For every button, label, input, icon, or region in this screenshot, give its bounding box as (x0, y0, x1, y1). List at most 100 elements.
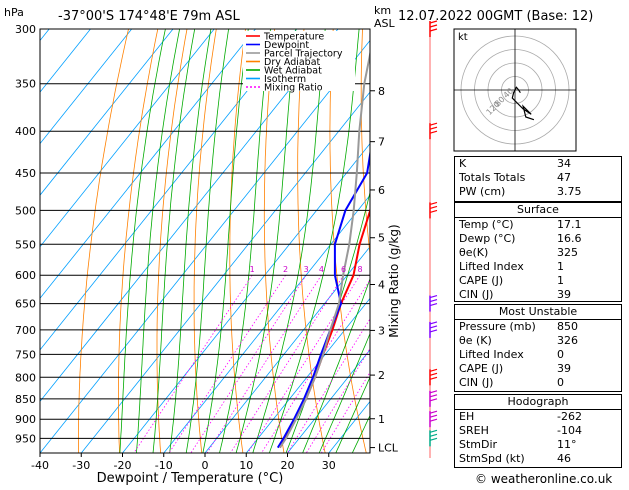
most-unstable-label: Lifted Index (459, 348, 524, 361)
most-unstable-row: CIN (J) 0 (455, 376, 621, 390)
index-label: K (459, 157, 467, 170)
surface-label: Lifted Index (459, 260, 524, 273)
dry-adiabat-line (156, 29, 188, 453)
most-unstable-value: 850 (557, 320, 578, 333)
height-tick-label: LCL (378, 442, 399, 455)
index-value: 47 (557, 171, 571, 184)
x-tick-label: -40 (31, 459, 49, 472)
wind-barb (429, 410, 438, 428)
legend-background (243, 31, 355, 91)
surface-value: 16.6 (557, 232, 582, 245)
surface-title: Surface (455, 203, 621, 218)
legend-label: Wet Adiabat (264, 66, 322, 77)
wet-adiabat-line (335, 376, 370, 453)
mixing-ratio-label: 8 (357, 265, 362, 274)
surface-value: 325 (557, 246, 578, 259)
isotherm-line (40, 29, 298, 351)
mixing-ratio-line (190, 274, 307, 453)
isotherm-line (40, 29, 256, 299)
surface-row: θe(K) 325 (455, 246, 621, 260)
surface-label: Dewp (°C) (459, 232, 516, 245)
x-tick-label: 30 (322, 459, 336, 472)
temperature-axis: -40 -30 -20 -10 0 10 20 30 (31, 453, 336, 472)
pressure-tick-label: 450 (15, 167, 36, 180)
surface-value: 17.1 (557, 218, 582, 231)
hodograph-stat-value: 11° (557, 438, 577, 451)
surface-value: 1 (557, 260, 564, 273)
dry-adiabat-line (360, 29, 370, 258)
hodograph-stat-value: 46 (557, 452, 571, 465)
index-row: Totals Totals 47 (455, 171, 621, 185)
mixing-ratio-line (168, 274, 286, 453)
most-unstable-value: 39 (557, 362, 571, 375)
index-row: K 34 (455, 157, 621, 171)
mixing-ratio-line (320, 371, 370, 453)
height-axis: 8 7 6 5 4 3 2 1 LCL (370, 85, 399, 455)
pressure-tick-label: 600 (15, 269, 36, 282)
credit-text: © weatheronline.co.uk (475, 472, 612, 486)
pressure-tick-label: 900 (15, 413, 36, 426)
x-axis-label: Dewpoint / Temperature (°C) (97, 471, 284, 486)
datetime-title: 12.07.2022 00GMT (Base: 12) (398, 9, 593, 24)
isotherm-line (40, 29, 339, 403)
height-tick-label: 4 (378, 279, 385, 292)
most-unstable-label: θe (K) (459, 334, 492, 347)
isotherm-line (122, 142, 370, 453)
surface-label: Temp (°C) (459, 218, 514, 231)
surface-label: CAPE (J) (459, 274, 504, 287)
x-tick-label: 0 (202, 459, 209, 472)
hodograph-table: Hodograph EH -262 SREH -104 StmDir 11° StmSpd … (454, 394, 622, 468)
hodograph-stat-row: StmDir 11° (455, 438, 621, 452)
x-tick-label: -30 (72, 459, 90, 472)
pressure-tick-label: 400 (15, 125, 36, 138)
surface-rows: Temp (°C) 17.1 Dewp (°C) 16.6 θe(K) 325 Lifted… (455, 218, 621, 302)
surface-row: Dewp (°C) 16.6 (455, 232, 621, 246)
index-row: PW (cm) 3.75 (455, 185, 621, 199)
most-unstable-value: 0 (557, 376, 564, 389)
height-tick-label: 7 (378, 136, 385, 149)
mixing-ratio-line (206, 274, 322, 453)
indices-rows: K 34 Totals Totals 47 PW (cm) 3.75 (455, 157, 621, 199)
surface-label: θe(K) (459, 246, 489, 259)
pressure-tick-label: 500 (15, 204, 36, 217)
wet-adiabat-line (119, 29, 166, 453)
most-unstable-title: Most Unstable (455, 305, 621, 320)
legend-label: Dry Adiabat (264, 57, 321, 68)
legend-label: Mixing Ratio (264, 83, 323, 94)
mixing-ratio-labels: 1 2 3 4 6 8 (250, 265, 363, 274)
location-title: -37°00'S 174°48'E 79m ASL (58, 9, 240, 24)
most-unstable-rows: Pressure (mb) 850 θe (K) 326 Lifted Index 0 CA… (455, 320, 621, 390)
hodograph-stat-row: StmSpd (kt) 46 (455, 452, 621, 466)
pressure-tick-label: 750 (15, 348, 36, 361)
x-tick-label: 10 (239, 459, 253, 472)
dry-adiabat-line (78, 29, 129, 453)
isotherm-line (245, 297, 370, 453)
height-tick-label: 8 (378, 85, 385, 98)
pressure-tick-label: 700 (15, 324, 36, 337)
hodograph-table-title: Hodograph (455, 395, 621, 410)
mixing-ratio-line (247, 274, 361, 453)
wet-adiabat-line (219, 29, 271, 453)
most-unstable-table: Most Unstable Pressure (mb) 850 θe (K) 326 L… (454, 304, 622, 392)
index-value: 3.75 (557, 185, 582, 198)
index-label: PW (cm) (459, 185, 506, 198)
most-unstable-label: Pressure (mb) (459, 320, 536, 333)
hodograph-stat-label: StmDir (459, 438, 498, 451)
x-tick-label: -20 (114, 459, 132, 472)
wind-barb (429, 201, 438, 219)
sounding-profiles (276, 49, 370, 449)
legend-label: Parcel Trajectory (264, 49, 343, 60)
wind-barb (429, 321, 438, 338)
pressure-tick-label: 850 (15, 393, 36, 406)
wind-barb (429, 390, 438, 407)
height-unit-bottom: ASL (374, 17, 396, 30)
legend-label: Temperature (263, 32, 324, 43)
height-tick-label: 3 (378, 324, 385, 337)
hodograph-stat-value: -104 (557, 424, 582, 437)
height-tick-label: 2 (378, 369, 385, 382)
most-unstable-row: CAPE (J) 39 (455, 362, 621, 376)
most-unstable-value: 0 (557, 348, 564, 361)
